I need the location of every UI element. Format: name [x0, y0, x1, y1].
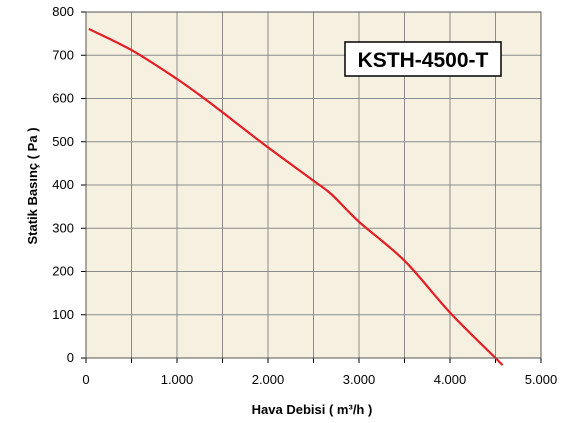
series-line [88, 28, 503, 366]
y-tick-label: 300 [52, 220, 74, 235]
x-tick-label: 4.000 [434, 372, 467, 387]
y-tick-label: 500 [52, 134, 74, 149]
y-axis-title: Statik Basınç ( Pa ) [25, 127, 40, 244]
x-axis-title: Hava Debisi ( m³/h ) [252, 402, 373, 417]
y-tick-label: 200 [52, 264, 74, 279]
y-axis: 0 100 200 300 400 500 600 700 800 [52, 4, 87, 365]
y-tick-label: 800 [52, 4, 74, 19]
x-axis: 0 1.000 2.000 3.000 4.000 5.000 [82, 357, 558, 387]
y-tick-label: 400 [52, 177, 74, 192]
x-tick-label: 5.000 [525, 372, 558, 387]
model-label: KSTH-4500-T [358, 49, 489, 72]
y-tick-label: 100 [52, 307, 74, 322]
data-series [88, 28, 503, 366]
x-tick-label: 0 [82, 372, 89, 387]
model-label-frame [344, 41, 502, 77]
y-tick-label: 700 [52, 47, 74, 62]
model-label-box: KSTH-4500-T [344, 41, 502, 77]
x-tick-label: 2.000 [252, 372, 285, 387]
y-tick-label: 0 [67, 350, 74, 365]
x-tick-label: 3.000 [343, 372, 376, 387]
x-tick-label: 1.000 [161, 372, 194, 387]
plot-border [85, 11, 542, 359]
y-tick-label: 600 [52, 91, 74, 106]
